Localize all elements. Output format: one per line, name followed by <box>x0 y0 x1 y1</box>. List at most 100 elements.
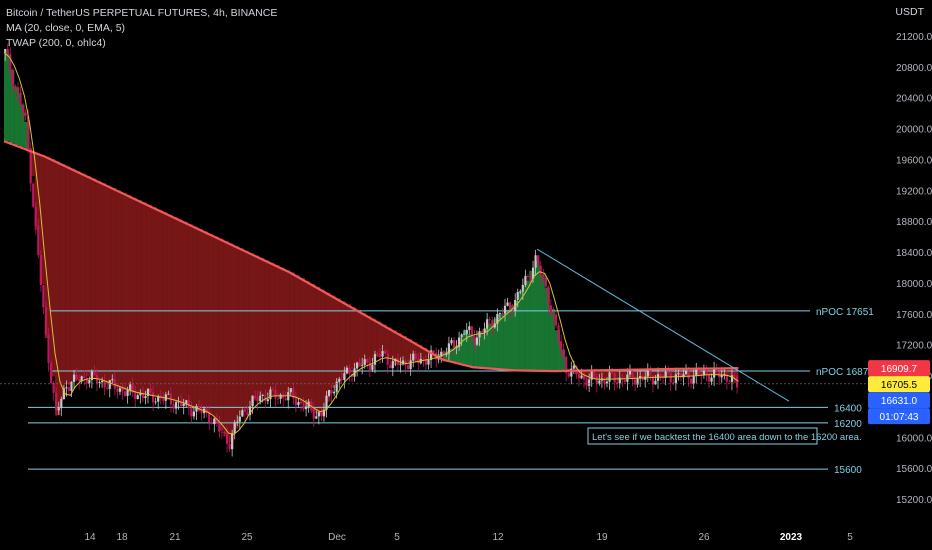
level-label: 16400 <box>834 403 862 414</box>
candle-body <box>256 397 259 402</box>
candle-body <box>649 370 652 376</box>
twap-fill-segment <box>723 368 729 376</box>
candle-body <box>646 370 649 377</box>
candle-body <box>705 371 708 375</box>
candle-body <box>605 381 609 384</box>
symbol-title[interactable]: Bitcoin / TetherUS PERPETUAL FUTURES, 4h… <box>6 7 278 19</box>
candle-body <box>672 382 675 384</box>
candle-body <box>6 48 9 55</box>
twap-fill-segment <box>39 154 45 284</box>
candle-body <box>325 395 328 410</box>
candle-body <box>611 372 614 374</box>
candle-body <box>310 401 313 410</box>
twap-fill-segment <box>80 173 86 379</box>
candle-body <box>264 395 267 402</box>
twap-fill-segment <box>167 214 173 400</box>
twap-fill-segment <box>14 87 20 146</box>
price-label-bg <box>868 408 930 425</box>
candle-body <box>215 418 218 423</box>
candle-body <box>432 350 435 353</box>
twap-fill-segment <box>442 351 448 360</box>
twap-fill-segment <box>702 368 708 375</box>
price-label-text: 16705.5 <box>881 380 918 391</box>
candle-body <box>67 387 71 391</box>
annotation-border <box>587 427 818 445</box>
candle-body <box>129 384 132 390</box>
twap-fill-segment <box>376 321 382 358</box>
twap-fill-segment <box>208 233 214 416</box>
candle-body <box>450 340 453 344</box>
x-tick-label: 5 <box>394 532 400 543</box>
twap-fill-segment <box>447 348 453 361</box>
currency-label[interactable]: USDT <box>895 6 924 18</box>
candle-body <box>544 278 547 287</box>
twap-fill-segment <box>320 289 326 416</box>
candle-body <box>628 370 632 375</box>
candle-body <box>80 376 83 382</box>
twap-fill-segment <box>340 301 346 379</box>
candle-body <box>725 374 728 382</box>
candle-body <box>567 372 570 377</box>
x-tick-label: 21 <box>169 532 181 543</box>
candle-body <box>126 389 129 396</box>
candle-body <box>498 313 501 315</box>
candle-body <box>146 388 150 396</box>
twap-fill-segment <box>656 369 662 378</box>
candle-body <box>401 360 405 365</box>
ma-indicator-label[interactable]: MA (20, close, 0, EMA, 5) <box>6 22 126 34</box>
twap-fill-segment <box>111 187 117 387</box>
price-label-bg <box>868 360 930 377</box>
candle-body <box>218 422 221 432</box>
candle-body <box>197 405 201 411</box>
candle-body <box>713 368 716 378</box>
candle-body <box>570 368 573 377</box>
candle-body <box>598 380 601 384</box>
candle-body <box>697 369 700 375</box>
twap-fill-segment <box>605 370 611 380</box>
candle-body <box>358 362 361 366</box>
candle-body <box>590 371 593 380</box>
candle-body <box>134 391 137 400</box>
candle-body <box>710 377 713 382</box>
twap-fill-segment <box>473 337 479 368</box>
twap-fill-segment <box>4 52 10 142</box>
twap-fill-segment <box>279 267 285 396</box>
candle-body <box>113 379 116 389</box>
candle-body <box>475 337 479 345</box>
candle-body <box>593 371 596 377</box>
candle-body <box>667 371 670 373</box>
candle-body <box>238 416 241 422</box>
candle-body <box>21 105 25 113</box>
candle-body <box>266 399 269 402</box>
twap-fill-segment <box>19 104 25 147</box>
y-tick-label: 15600.0 <box>896 464 932 475</box>
candle-body <box>213 418 216 425</box>
candle-body <box>322 409 326 417</box>
twap-indicator-label[interactable]: TWAP (200, 0, ohlc4) <box>6 37 106 49</box>
twap-fill-segment <box>417 344 423 361</box>
twap-fill-segment <box>136 200 142 394</box>
candle-body <box>412 353 415 361</box>
candle-body <box>465 329 468 334</box>
candle-body <box>320 412 323 417</box>
candle-body <box>669 372 672 383</box>
candle-body <box>187 400 190 409</box>
candle-body <box>131 384 134 392</box>
candle-body <box>208 412 211 423</box>
candle-body <box>279 394 282 399</box>
price-label-text: 01:07:43 <box>880 412 919 423</box>
candle-body <box>32 183 35 207</box>
candle-body <box>702 371 705 376</box>
candle-body <box>327 390 331 396</box>
candle-body <box>440 351 443 357</box>
candle-body <box>506 302 509 306</box>
twap-fill-segment <box>712 368 719 375</box>
chart-legend: Bitcoin / TetherUS PERPETUAL FUTURES, 4h… <box>6 6 277 51</box>
candle-body <box>603 378 606 384</box>
candle-body <box>723 374 726 376</box>
candle-body <box>491 320 494 328</box>
candle-body <box>720 374 723 378</box>
twap-fill-segment <box>223 241 229 437</box>
twap-fill-segment <box>488 323 494 369</box>
